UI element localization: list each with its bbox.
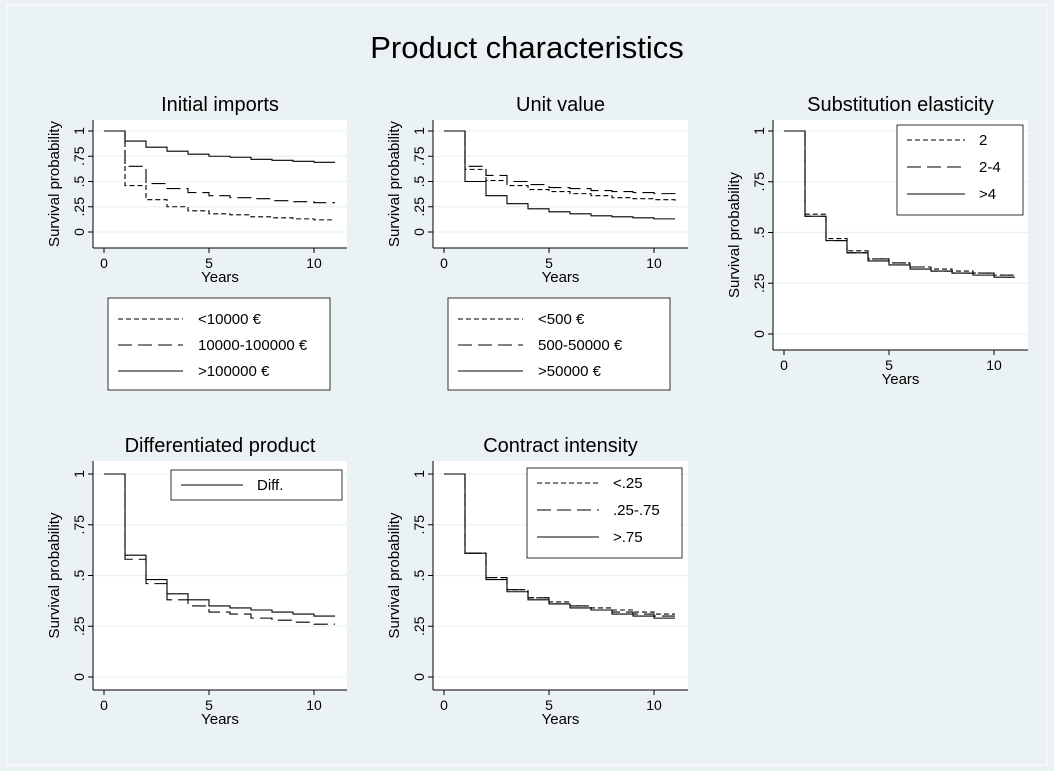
legend-label: >.75 (613, 529, 643, 546)
series-line-4 (784, 130, 1015, 278)
figure-title: Product characteristics (370, 30, 684, 65)
x-axis-label: Years (882, 371, 920, 388)
series-line-500 (444, 130, 676, 201)
y-tick-label: .5 (411, 569, 427, 581)
y-tick-label: .25 (751, 273, 767, 293)
y-tick-label: 0 (751, 330, 767, 338)
legend-label: 2 (979, 132, 987, 149)
y-tick-label: 0 (71, 673, 87, 681)
legend-label: .25-.75 (613, 502, 660, 519)
y-tick-label: .25 (71, 616, 87, 636)
y-axis-label: Survival probability (726, 172, 743, 298)
x-tick-label: 5 (545, 697, 553, 713)
legend-label: 10000-100000 € (198, 337, 308, 354)
y-tick-label: .5 (71, 175, 87, 187)
legend-box (447, 297, 671, 391)
series-line-75 (444, 473, 675, 619)
legend-label: <.25 (613, 475, 643, 492)
x-axis-label: Years (201, 269, 239, 286)
y-tick-label: .75 (71, 146, 87, 166)
series-line-10000-100000 (104, 130, 335, 204)
x-axis-label: Years (201, 711, 239, 728)
panel-title: Contract intensity (483, 435, 638, 457)
panel-title: Substitution elasticity (807, 94, 994, 116)
y-tick-label: .75 (751, 172, 767, 192)
y-tick-label: .75 (71, 515, 87, 535)
legend-label: 500-50000 € (538, 337, 623, 354)
legend-label: >50000 € (538, 363, 602, 380)
y-tick-label: .5 (411, 175, 427, 187)
x-tick-label: 0 (100, 697, 108, 713)
y-tick-label: .25 (71, 197, 87, 217)
x-axis-label: Years (542, 269, 580, 286)
series-line-10000 (104, 130, 335, 221)
y-tick-label: 1 (71, 127, 87, 135)
x-tick-label: 5 (885, 357, 893, 373)
series-line-50000 (444, 130, 675, 220)
x-tick-label: 0 (100, 255, 108, 271)
y-axis-label: Survival probability (46, 121, 63, 247)
x-tick-label: 0 (780, 357, 788, 373)
x-tick-label: 10 (306, 697, 322, 713)
legend-label: >4 (979, 186, 996, 203)
x-tick-label: 0 (440, 255, 448, 271)
y-tick-label: .75 (411, 515, 427, 535)
y-tick-label: .75 (411, 146, 427, 166)
x-axis-label: Years (542, 711, 580, 728)
y-tick-label: 0 (411, 673, 427, 681)
series-line-500-50000 (444, 130, 676, 195)
legend-box (107, 297, 331, 391)
y-tick-label: 0 (411, 228, 427, 236)
legend-box (896, 124, 1024, 216)
series-line-diff (104, 473, 335, 617)
y-tick-label: 1 (71, 470, 87, 478)
series-line-25 (444, 473, 675, 615)
panel-title: Unit value (516, 94, 605, 116)
x-tick-label: 10 (986, 357, 1002, 373)
plot-area (93, 120, 347, 248)
x-tick-label: 10 (306, 255, 322, 271)
y-tick-label: 1 (751, 127, 767, 135)
legend-label: >100000 € (198, 363, 270, 380)
series-line-100000 (104, 130, 335, 163)
y-tick-label: .25 (411, 197, 427, 217)
panel-title: Differentiated product (125, 435, 316, 457)
legend-label: Diff. (257, 477, 283, 494)
y-axis-label: Survival probability (386, 512, 403, 638)
y-axis-label: Survival probability (386, 121, 403, 247)
y-tick-label: .5 (71, 569, 87, 581)
x-tick-label: 10 (646, 255, 662, 271)
y-tick-label: 0 (71, 228, 87, 236)
y-axis-label: Survival probability (46, 512, 63, 638)
series-line-unlabeled (104, 473, 335, 625)
x-tick-label: 0 (440, 697, 448, 713)
legend-label: <10000 € (198, 311, 262, 328)
panel-title: Initial imports (161, 94, 279, 116)
legend-label: 2-4 (979, 159, 1001, 176)
y-tick-label: 1 (411, 470, 427, 478)
y-tick-label: .25 (411, 616, 427, 636)
y-tick-label: 1 (411, 127, 427, 135)
legend-box (526, 467, 683, 559)
x-tick-label: 5 (205, 697, 213, 713)
y-tick-label: .5 (751, 226, 767, 238)
legend-label: <500 € (538, 311, 585, 328)
plot-area (433, 120, 688, 248)
x-tick-label: 5 (205, 255, 213, 271)
x-tick-label: 10 (646, 697, 662, 713)
x-tick-label: 5 (545, 255, 553, 271)
